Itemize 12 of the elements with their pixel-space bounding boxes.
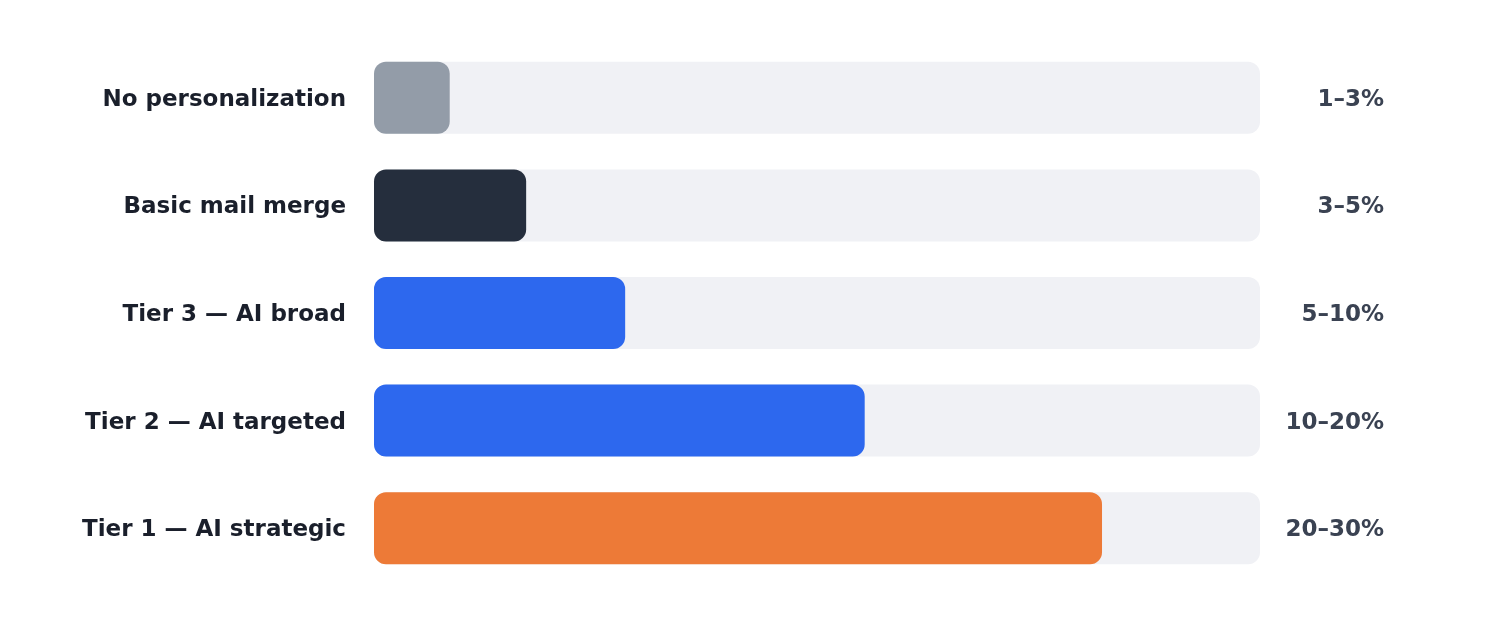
text: 3–5%	[1317, 192, 1384, 219]
y-tick-label: No personalization	[102, 84, 346, 111]
bar	[374, 61, 450, 134]
y-tick-label: Tier 2 — AI targeted	[85, 407, 346, 434]
text: 20–30%	[1285, 515, 1384, 542]
text: 10–20%	[1285, 407, 1384, 434]
y-tick-label: Tier 1 — AI strategic	[81, 515, 346, 542]
text: 1–3%	[1317, 84, 1384, 111]
y-tick-label: Basic mail merge	[123, 192, 346, 219]
text: 5–10%	[1301, 300, 1384, 326]
bar	[374, 169, 527, 242]
y-tick-label: Tier 3 — AI broad	[122, 300, 346, 326]
